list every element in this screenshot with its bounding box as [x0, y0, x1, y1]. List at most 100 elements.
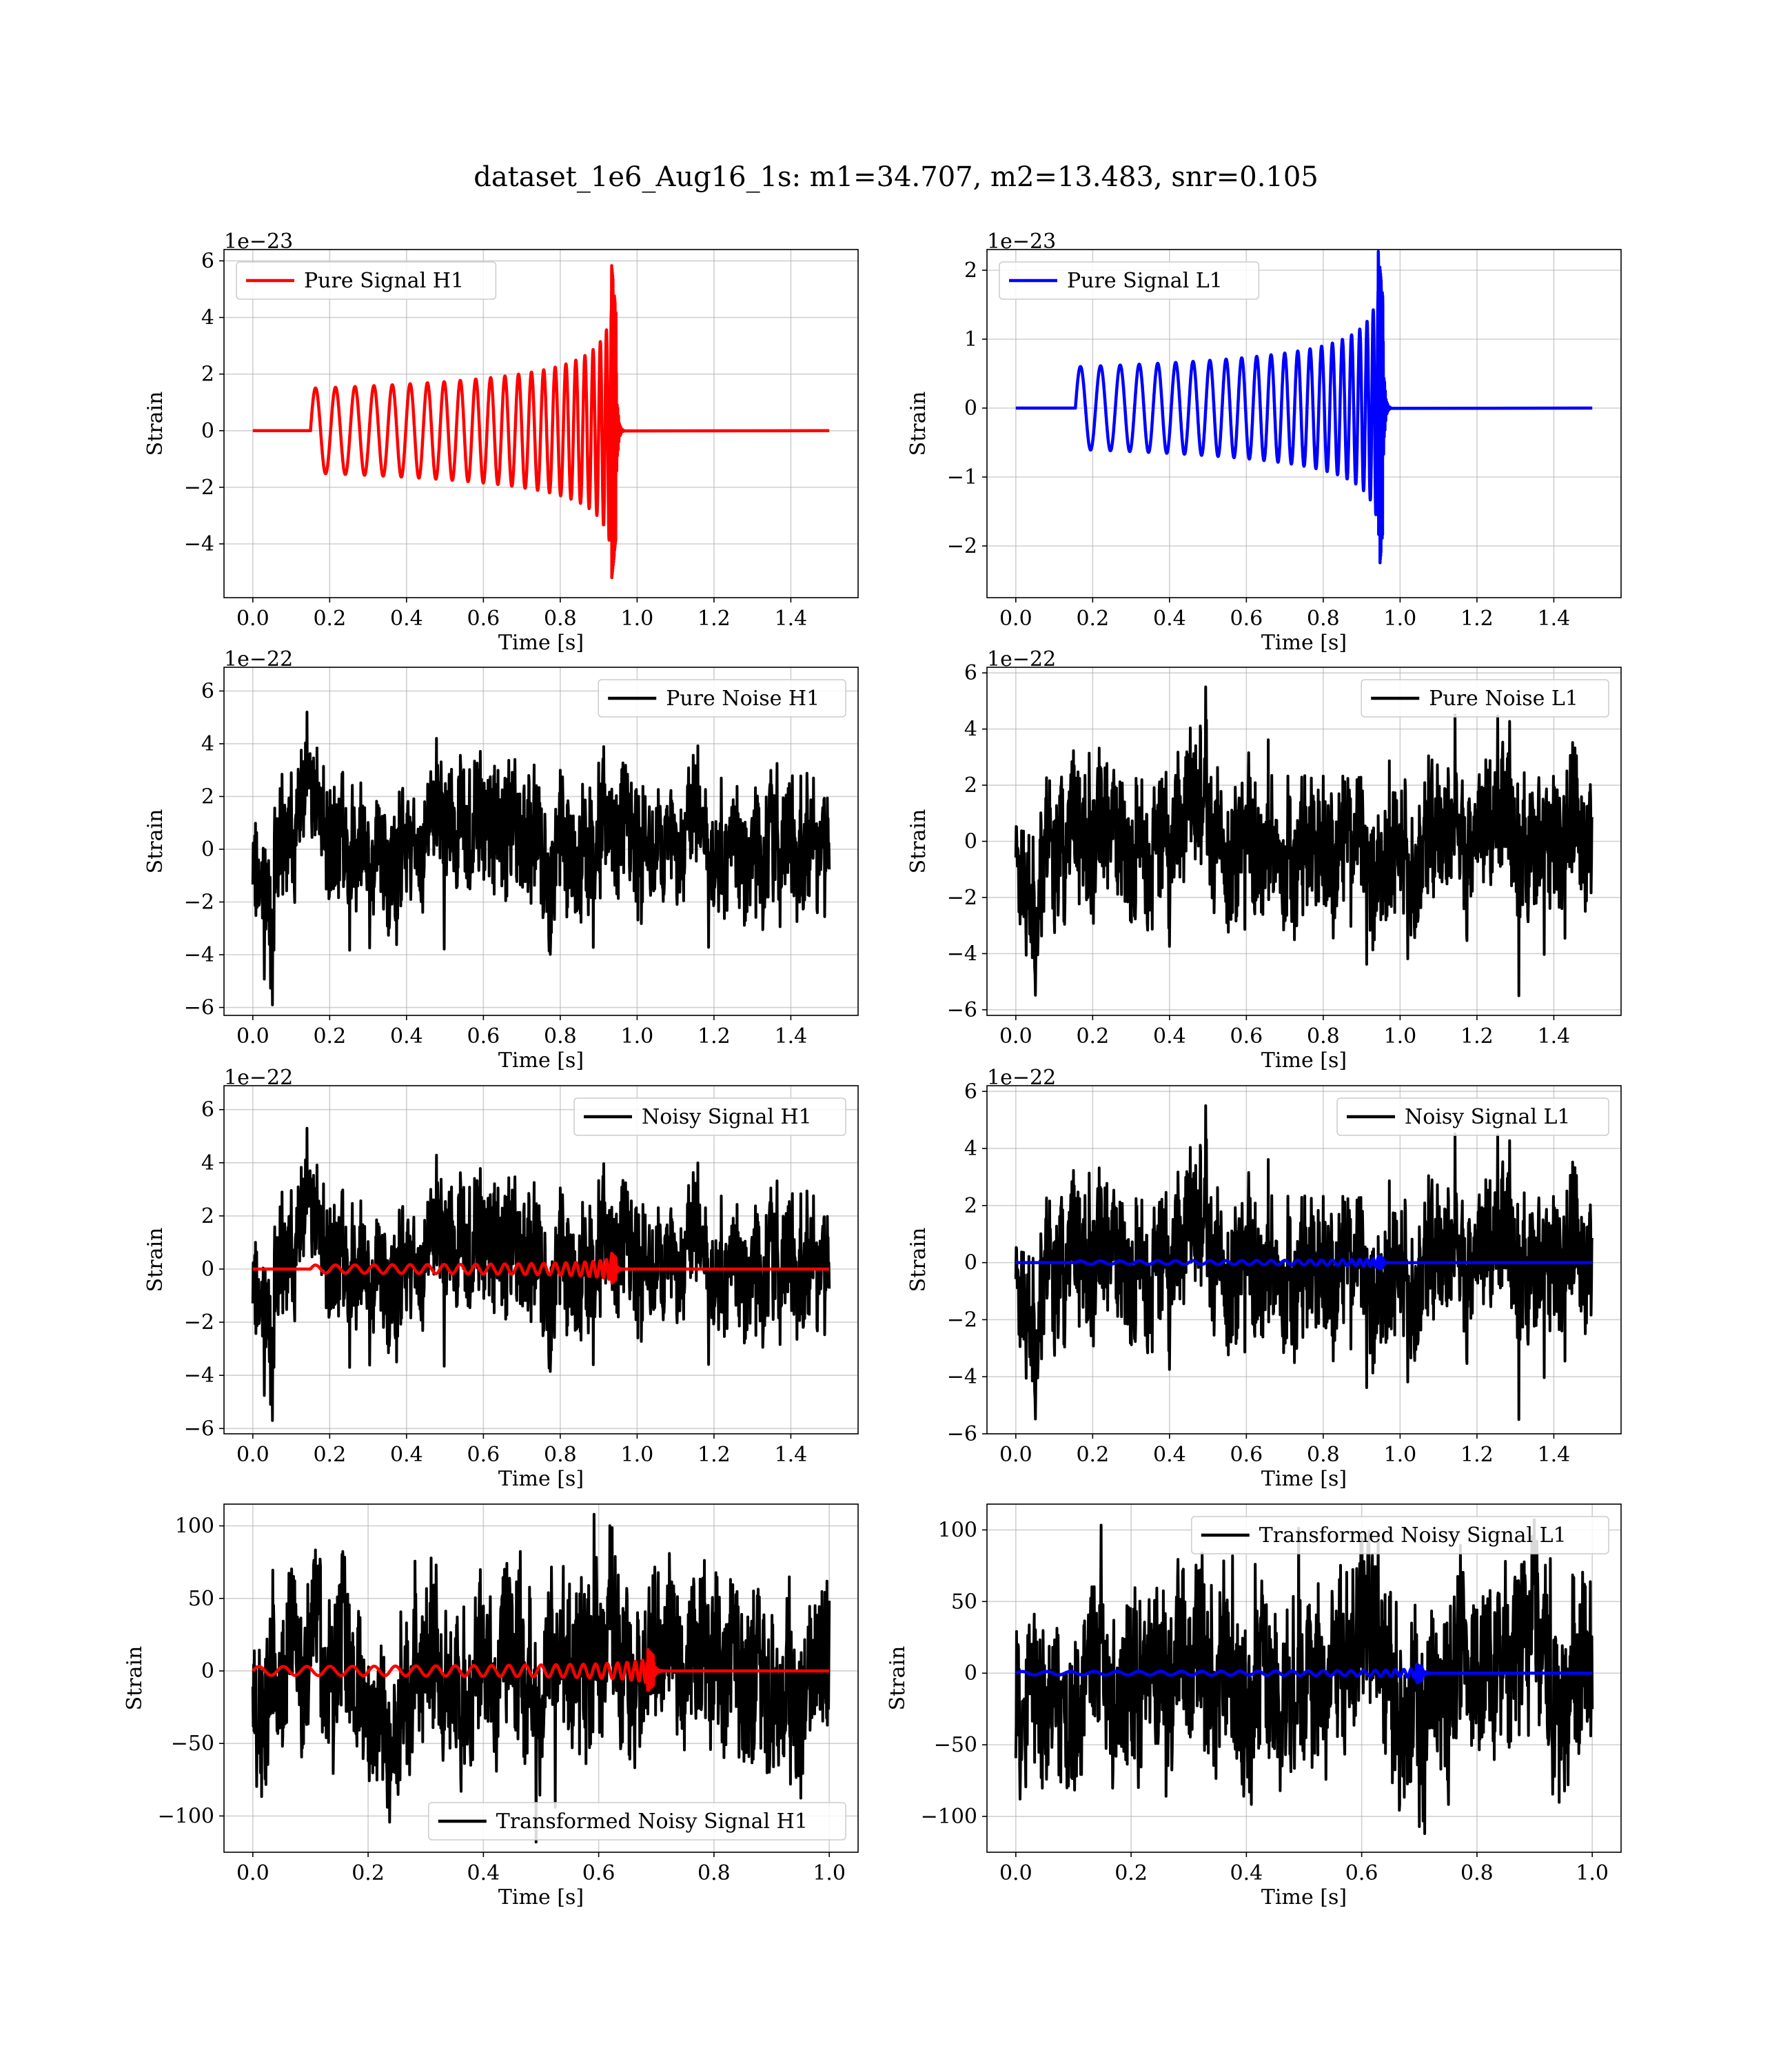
y-tick-label: 2	[964, 1194, 977, 1218]
y-tick-label: −2	[947, 534, 977, 558]
y-offset-text: 1e−22	[224, 647, 293, 671]
x-tick-label: 1.4	[775, 1443, 808, 1467]
legend: Pure Noise H1	[598, 679, 846, 718]
chart-transformed-noisy-signal-l1: 0.0 0.2 0.4 0.6 0.8 1.0 −100 −50 0 50 100 Time [s] S…	[886, 1503, 1622, 1909]
x-axis-label: Time [s]	[1261, 1048, 1347, 1073]
x-tick-label: 0.2	[1114, 1861, 1148, 1885]
y-tick-label: −2	[184, 476, 214, 500]
y-tick-label: 0	[964, 1251, 977, 1275]
legend-label: Noisy Signal H1	[642, 1105, 812, 1129]
y-tick-label: −100	[158, 1804, 214, 1828]
y-offset-text: 1e−23	[224, 230, 293, 254]
noise-line	[251, 1512, 831, 1844]
x-axis-label: Time [s]	[1261, 631, 1347, 655]
noise-line	[1014, 1518, 1594, 1835]
y-axis-label: Strain	[906, 1228, 930, 1292]
y-tick-label: −4	[184, 532, 214, 556]
x-tick-label: 1.4	[775, 1024, 808, 1048]
x-tick-label: 0.8	[544, 607, 577, 631]
y-axis-label: Strain	[123, 1646, 147, 1711]
y-tick-label: −4	[184, 1364, 214, 1388]
x-tick-label: 0.0	[999, 607, 1032, 631]
plot-area	[1014, 1518, 1594, 1835]
chart-noisy-signal-l1: 0.0 0.2 0.4 0.6 0.8 1.0 1.2 1.4 −6 −4 −2 0 2 4 6 Time […	[906, 1066, 1622, 1491]
y-tick-label: 6	[201, 249, 214, 273]
plot-area	[1014, 1104, 1594, 1421]
plot-area	[252, 264, 830, 580]
figure-title-text: dataset_1e6_Aug16_1s: m1=34.707, m2=13.4…	[474, 161, 1318, 193]
noise-line	[1014, 685, 1594, 997]
chart-pure-signal-l1: 0.0 0.2 0.4 0.6 0.8 1.0 1.2 1.4 −2 −1 0 1 2 Time [s] S…	[906, 230, 1622, 655]
x-tick-label: 1.0	[621, 607, 654, 631]
y-tick-label: −2	[947, 886, 977, 910]
legend: Pure Signal L1	[999, 261, 1260, 300]
x-tick-label: 0.8	[1307, 1024, 1340, 1048]
x-tick-label: 1.4	[1538, 1024, 1571, 1048]
x-tick-label: 1.0	[813, 1861, 846, 1885]
y-tick-label: −6	[184, 996, 214, 1020]
legend-box	[999, 261, 1260, 300]
y-axis-label: Strain	[906, 809, 930, 874]
x-tick-label: 0.2	[1076, 1443, 1109, 1467]
x-axis-label: Time [s]	[1261, 1885, 1347, 1909]
y-tick-label: 4	[201, 306, 214, 330]
x-tick-label: 1.0	[621, 1443, 654, 1467]
legend-box	[1361, 679, 1609, 718]
x-axis-label: Time [s]	[498, 1885, 584, 1909]
y-axis-label: Strain	[886, 1646, 910, 1711]
signal-line	[1015, 1255, 1593, 1270]
x-tick-label: 0.0	[999, 1443, 1032, 1467]
y-offset-text: 1e−22	[987, 1066, 1056, 1090]
x-tick-label: 0.0	[236, 1443, 269, 1467]
legend-box	[1191, 1516, 1609, 1554]
x-tick-label: 0.6	[467, 607, 500, 631]
chart-pure-signal-h1: 0.0 0.2 0.4 0.6 0.8 1.0 1.2 1.4 −4 −2 0 2 4 6 Time [s]…	[143, 230, 859, 655]
y-tick-label: 4	[964, 1137, 977, 1161]
y-tick-label: 6	[964, 1079, 977, 1104]
x-tick-label: 0.6	[1230, 1443, 1263, 1467]
x-tick-label: 0.4	[390, 1443, 423, 1467]
x-tick-label: 0.0	[236, 607, 269, 631]
chart-pure-noise-h1: 0.0 0.2 0.4 0.6 0.8 1.0 1.2 1.4 −6 −4 −2 0 2 4 6 Time […	[143, 647, 859, 1073]
x-tick-label: 1.2	[698, 1024, 731, 1048]
y-tick-label: 6	[201, 679, 214, 703]
x-tick-label: 0.0	[999, 1024, 1032, 1048]
x-tick-label: 0.6	[582, 1861, 615, 1885]
legend-label: Transformed Noisy Signal L1	[1259, 1523, 1567, 1548]
x-tick-label: 0.0	[236, 1024, 269, 1048]
signal-line	[1015, 250, 1593, 565]
legend: Pure Noise L1	[1361, 679, 1609, 718]
y-tick-label: 0	[201, 838, 214, 862]
x-tick-label: 0.6	[1230, 1024, 1263, 1048]
legend-label: Pure Signal L1	[1067, 269, 1223, 293]
x-tick-label: 0.2	[352, 1861, 385, 1885]
x-tick-label: 1.0	[1384, 1443, 1417, 1467]
legend-label: Pure Noise H1	[666, 687, 819, 711]
axes-frame	[223, 1085, 859, 1435]
y-tick-label: −2	[184, 890, 214, 914]
y-tick-label: 4	[964, 718, 977, 742]
axes-frame	[223, 667, 859, 1016]
y-tick-label: 100	[938, 1518, 977, 1542]
noise-line	[251, 711, 831, 1006]
x-tick-label: 0.6	[1230, 607, 1263, 631]
x-tick-label: 1.0	[621, 1024, 654, 1048]
y-tick-label: −4	[947, 1365, 977, 1389]
axes-frame	[223, 1503, 859, 1853]
y-offset-text: 1e−22	[224, 1066, 293, 1090]
y-tick-label: −2	[947, 1308, 977, 1332]
y-tick-label: 4	[201, 732, 214, 756]
legend: Transformed Noisy Signal L1	[1191, 1516, 1609, 1554]
plot-area	[251, 711, 831, 1006]
legend-box	[598, 679, 846, 718]
grid	[987, 250, 1621, 598]
y-tick-label: −6	[947, 998, 977, 1022]
x-tick-label: 1.4	[775, 607, 808, 631]
x-tick-label: 0.8	[1460, 1861, 1494, 1885]
legend-label: Transformed Noisy Signal H1	[496, 1810, 808, 1834]
plot-area	[251, 1126, 831, 1422]
x-tick-label: 1.0	[1576, 1861, 1609, 1885]
chart-transformed-noisy-signal-h1: 0.0 0.2 0.4 0.6 0.8 1.0 −100 −50 0 50 100 Time [s] S…	[123, 1503, 859, 1909]
y-tick-label: −6	[184, 1417, 214, 1441]
